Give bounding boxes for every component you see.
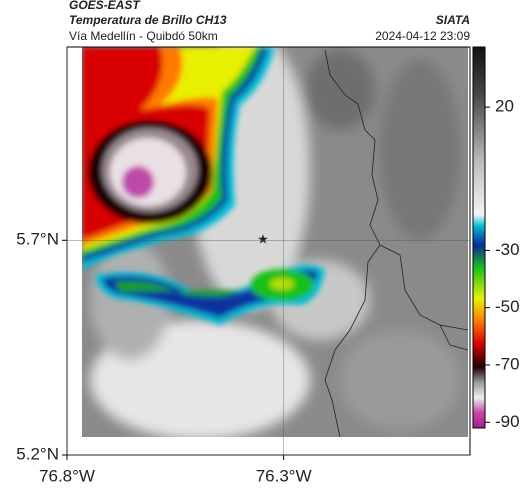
- subtitle: Temperatura de Brillo CH13: [69, 13, 227, 27]
- colorbar-tick-label: 20: [495, 97, 514, 116]
- location-marker: ★: [257, 231, 269, 246]
- datetime: 2024-04-12 23:09: [375, 29, 470, 43]
- colorbar-tick-label: -90: [495, 412, 520, 431]
- colorbar-tick-label: -50: [495, 297, 520, 316]
- y-tick-label: 5.2°N: [16, 444, 59, 463]
- colorbar: [472, 46, 486, 429]
- y-tick-label: 5.7°N: [16, 230, 59, 249]
- x-tick-label: 76.3°W: [256, 466, 312, 485]
- title: GOES-EAST: [69, 0, 141, 12]
- region: Vía Medellín - Quibdó 50km: [69, 29, 218, 43]
- colorbar-tick-label: -70: [495, 354, 520, 373]
- colorbar-tick-label: -30: [495, 240, 520, 259]
- x-tick-label: 76.8°W: [39, 466, 95, 485]
- source: SIATA: [436, 13, 470, 27]
- satellite-image: [82, 47, 468, 437]
